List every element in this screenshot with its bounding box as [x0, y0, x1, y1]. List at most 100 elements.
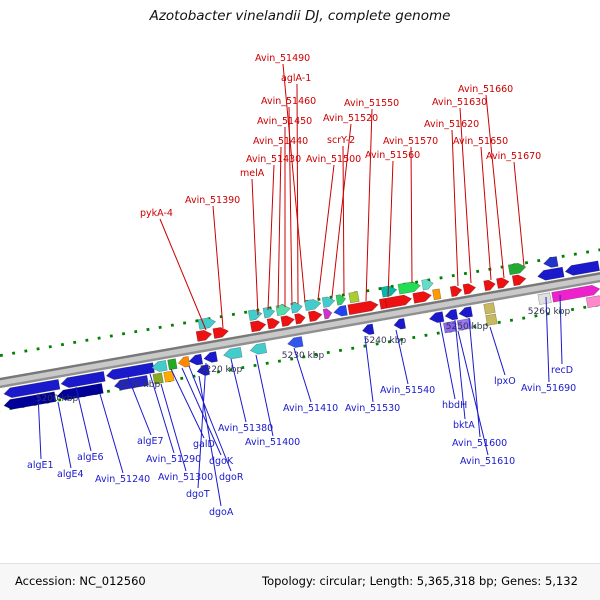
- gene-arrow[interactable]: [456, 318, 472, 331]
- gene-arrow[interactable]: [177, 356, 191, 368]
- gene-arrow[interactable]: [3, 391, 57, 411]
- gene-arrow[interactable]: [249, 342, 268, 356]
- gene-label-reverse[interactable]: dgoK: [209, 456, 234, 467]
- gene-arrow[interactable]: [537, 292, 552, 305]
- gene-label-reverse[interactable]: Avin_51600: [452, 438, 507, 449]
- gene-arrow[interactable]: [203, 351, 218, 364]
- gene-arrow[interactable]: [163, 370, 175, 383]
- gene-label-reverse[interactable]: hbdH: [442, 400, 467, 411]
- gene-label-forward[interactable]: Avin_51660: [458, 84, 513, 95]
- gene-arrow[interactable]: [195, 329, 213, 342]
- gene-arrow[interactable]: [585, 294, 600, 309]
- gene-label-forward[interactable]: Avin_51520: [323, 113, 378, 124]
- gene-arrow[interactable]: [397, 281, 421, 295]
- gene-arrow[interactable]: [537, 266, 565, 281]
- gene-label-forward[interactable]: Avin_51670: [486, 151, 541, 162]
- gene-arrow[interactable]: [105, 362, 155, 381]
- gene-arrow[interactable]: [564, 260, 600, 277]
- gene-label-reverse[interactable]: bktA: [453, 420, 475, 431]
- gene-label-forward[interactable]: pykA-4: [140, 208, 173, 219]
- gene-arrow[interactable]: [444, 308, 459, 321]
- gene-arrow[interactable]: [362, 323, 375, 336]
- gene-arrow[interactable]: [380, 285, 398, 298]
- gene-arrow[interactable]: [483, 302, 496, 315]
- gene-arrow[interactable]: [443, 320, 458, 334]
- gene-label-reverse[interactable]: Avin_51530: [345, 403, 400, 414]
- gene-arrow[interactable]: [60, 371, 106, 388]
- gene-arrow[interactable]: [432, 288, 442, 301]
- gene-arrow[interactable]: [421, 278, 435, 291]
- gene-arrow[interactable]: [458, 306, 473, 319]
- gene-arrow[interactable]: [333, 304, 348, 317]
- gene-label-forward[interactable]: Avin_51390: [185, 195, 240, 206]
- gene-arrow[interactable]: [188, 353, 204, 366]
- gene-label-forward[interactable]: Avin_51570: [383, 136, 438, 147]
- gene-label-reverse[interactable]: algE7: [137, 436, 164, 447]
- gene-arrow[interactable]: [212, 326, 230, 339]
- gene-arrow[interactable]: [151, 360, 168, 372]
- gene-label-forward[interactable]: Avin_51430: [246, 154, 301, 165]
- gene-label-forward[interactable]: Avin_51630: [432, 97, 487, 108]
- gene-label-forward[interactable]: Avin_51500: [306, 154, 361, 165]
- gene-label-forward[interactable]: melA: [240, 168, 265, 179]
- gene-label-forward[interactable]: aglA-1: [281, 73, 311, 84]
- gene-arrow[interactable]: [412, 290, 432, 304]
- gene-label-reverse[interactable]: algE4: [57, 469, 84, 480]
- gene-arrow[interactable]: [449, 285, 463, 298]
- gene-label-reverse[interactable]: Avin_51400: [245, 437, 300, 448]
- gene-label-reverse[interactable]: Avin_51610: [460, 456, 515, 467]
- gene-arrow[interactable]: [266, 317, 281, 330]
- gene-label-reverse[interactable]: Avin_51690: [521, 383, 576, 394]
- gene-arrow[interactable]: [322, 308, 333, 320]
- gene-arrow[interactable]: [511, 274, 527, 287]
- gene-label-reverse[interactable]: dgoA: [209, 507, 234, 518]
- gene-label-reverse[interactable]: Avin_51410: [283, 403, 338, 414]
- gene-arrow[interactable]: [483, 279, 497, 292]
- gene-label-reverse[interactable]: Avin_51290: [146, 454, 201, 465]
- gene-arrow[interactable]: [167, 358, 178, 371]
- gene-arrow[interactable]: [347, 300, 379, 316]
- gene-arrow[interactable]: [280, 314, 296, 327]
- gene-label-reverse[interactable]: dgoT: [186, 489, 210, 500]
- gene-label-reverse[interactable]: Avin_51380: [218, 423, 273, 434]
- gene-label-reverse[interactable]: lpxO: [494, 376, 516, 387]
- gene-label-reverse[interactable]: Avin_51540: [380, 385, 435, 396]
- gene-label-reverse[interactable]: algE1: [27, 460, 54, 471]
- gene-arrow[interactable]: [290, 301, 304, 314]
- gene-arrow[interactable]: [223, 346, 243, 360]
- gene-label-forward[interactable]: scrY-2: [327, 135, 355, 146]
- gene-label-reverse[interactable]: recD: [551, 365, 573, 376]
- gene-arrow[interactable]: [348, 291, 360, 304]
- gene-arrow[interactable]: [485, 313, 498, 326]
- gene-arrow[interactable]: [507, 262, 527, 276]
- gene-label-forward[interactable]: Avin_51620: [424, 119, 479, 130]
- gene-arrow[interactable]: [304, 298, 322, 312]
- gene-arrow[interactable]: [393, 318, 406, 330]
- gene-label-forward[interactable]: Avin_51550: [344, 98, 399, 109]
- gene-label-forward[interactable]: Avin_51460: [261, 96, 316, 107]
- gene-arrow[interactable]: [496, 277, 510, 289]
- gene-label-reverse[interactable]: Avin_51300: [158, 472, 213, 483]
- gene-arrow[interactable]: [287, 336, 304, 348]
- gene-arrow[interactable]: [321, 296, 336, 308]
- gene-label-reverse[interactable]: Avin_51240: [95, 474, 150, 485]
- gene-arrow[interactable]: [543, 256, 559, 268]
- gene-label-forward[interactable]: Avin_51440: [253, 136, 308, 147]
- gene-arrow[interactable]: [275, 304, 292, 317]
- gene-arrow[interactable]: [551, 284, 600, 303]
- gene-arrow[interactable]: [308, 310, 323, 323]
- gene-arrow[interactable]: [428, 311, 445, 324]
- gene-arrow[interactable]: [462, 283, 477, 295]
- gene-arrow[interactable]: [247, 309, 263, 321]
- gene-arrow[interactable]: [113, 375, 149, 391]
- gene-arrow[interactable]: [152, 372, 164, 385]
- gene-label-reverse[interactable]: algE6: [77, 452, 104, 463]
- gene-label-forward[interactable]: Avin_51490: [255, 53, 310, 64]
- gene-arrow[interactable]: [262, 306, 276, 319]
- gene-arrow[interactable]: [56, 383, 104, 401]
- gene-label-forward[interactable]: Avin_51450: [257, 116, 312, 127]
- gene-arrow[interactable]: [249, 320, 267, 333]
- gene-arrow[interactable]: [196, 364, 210, 377]
- genome-map-canvas[interactable]: 5200 kbp 5210 kbp 5220 kbp 5230 kbp 5240 kbp…: [0, 0, 600, 564]
- gene-arrow[interactable]: [335, 294, 347, 306]
